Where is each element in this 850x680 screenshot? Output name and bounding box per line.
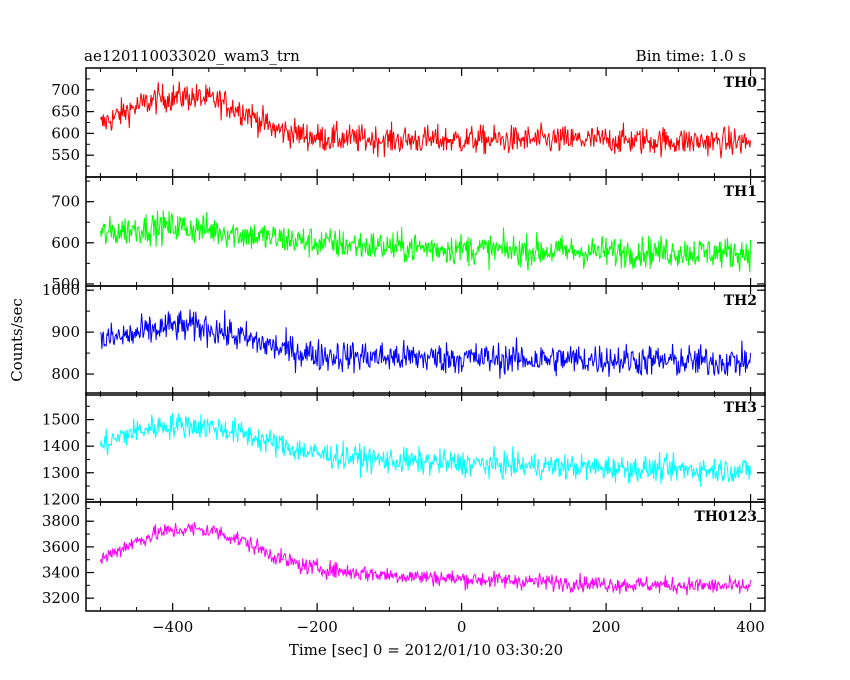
panel-th3: 1200 1300 1400 1500 TH3 bbox=[42, 392, 766, 508]
x-tick-label: 0 bbox=[457, 618, 467, 636]
panel-th0123: 3200 3400 3600 3800 TH0123 bbox=[42, 501, 766, 612]
panel-frame bbox=[85, 392, 766, 503]
y-tick-label: 700 bbox=[51, 81, 80, 99]
series-line-th3 bbox=[99, 412, 752, 488]
panel-frame bbox=[85, 67, 766, 178]
panel-label: TH1 bbox=[724, 184, 757, 200]
y-tick-label: 900 bbox=[51, 323, 80, 341]
x-tick-label: 200 bbox=[592, 618, 621, 636]
y-tick-label: 550 bbox=[51, 146, 80, 164]
y-tick-label: 600 bbox=[51, 124, 80, 142]
y-tick-label: 3400 bbox=[42, 564, 80, 582]
bin-time-label: Bin time: 1.0 s bbox=[636, 47, 746, 65]
x-axis-label: Time [sec] 0 = 2012/01/10 03:30:20 bbox=[289, 641, 563, 659]
y-tick-label: 3600 bbox=[42, 538, 80, 556]
panel-th2: 800 900 1000 TH2 bbox=[42, 281, 766, 396]
y-tick-label: 700 bbox=[51, 193, 80, 211]
series-line-th1 bbox=[99, 210, 752, 273]
panels-group: 550 600 650 700 TH0 500 600 700 TH1 800 900 1000 TH2… bbox=[42, 67, 766, 636]
panel-label: TH3 bbox=[724, 400, 757, 416]
y-tick-label: 1200 bbox=[42, 490, 80, 508]
y-axis-label: Counts/sec bbox=[8, 298, 26, 382]
panel-th1: 500 600 700 TH1 bbox=[51, 176, 766, 293]
y-tick-label: 3200 bbox=[42, 589, 80, 607]
panel-frame bbox=[85, 285, 766, 396]
x-tick-label: −400 bbox=[152, 618, 193, 636]
series-line-th0123 bbox=[99, 522, 752, 596]
chart-title: ae120110033020_wam3_trn bbox=[84, 47, 300, 65]
x-tick-label: 400 bbox=[736, 618, 765, 636]
panel-frame bbox=[85, 501, 766, 612]
y-tick-label: 600 bbox=[51, 234, 80, 252]
y-tick-label: 500 bbox=[51, 275, 80, 293]
x-tick-label: −200 bbox=[297, 618, 338, 636]
series-line-th0 bbox=[99, 81, 752, 159]
panel-label: TH0 bbox=[724, 75, 758, 91]
series-line-th2 bbox=[99, 309, 752, 379]
y-tick-label: 800 bbox=[51, 365, 80, 383]
panel-th0: 550 600 650 700 TH0 bbox=[51, 67, 766, 178]
y-tick-label: 1400 bbox=[42, 437, 80, 455]
panel-label: TH2 bbox=[724, 293, 757, 309]
y-tick-label: 1000 bbox=[42, 281, 80, 299]
panel-label: TH0123 bbox=[694, 509, 757, 525]
y-tick-label: 3800 bbox=[42, 512, 80, 530]
y-tick-label: 1300 bbox=[42, 464, 80, 482]
y-tick-label: 1500 bbox=[42, 411, 80, 429]
y-tick-label: 650 bbox=[51, 103, 80, 121]
